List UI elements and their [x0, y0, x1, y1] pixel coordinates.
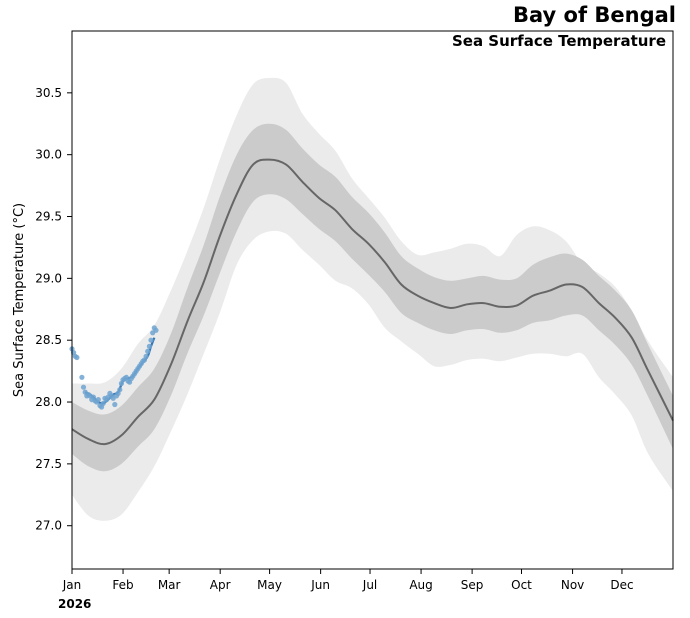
- observation-point: [117, 387, 123, 393]
- x-tick-label: Apr: [210, 578, 231, 592]
- observation-point: [80, 384, 87, 390]
- x-tick-label: Feb: [112, 578, 133, 592]
- inner-percentile-band: [72, 123, 673, 472]
- x-tick-label: Dec: [610, 578, 633, 592]
- y-tick-label: 29.5: [35, 210, 62, 224]
- y-tick-label: 29.0: [35, 271, 62, 285]
- observation-point: [143, 353, 149, 359]
- observation-point: [153, 327, 159, 333]
- x-tick-label: May: [257, 578, 282, 592]
- observation-point: [112, 401, 118, 408]
- observation-point: [148, 337, 154, 343]
- plot-frame: [71, 30, 674, 570]
- x-axis-year-label: 2026: [58, 597, 92, 611]
- observation-point: [145, 348, 151, 354]
- y-tick-label: 27.0: [35, 519, 62, 533]
- y-tick-label: 28.0: [35, 395, 62, 409]
- observation-points: [69, 325, 159, 410]
- outer-percentile-band: [72, 77, 673, 521]
- chart-title: Bay of Bengal: [512, 3, 676, 27]
- y-tick-label: 28.5: [35, 333, 62, 347]
- climatology-bands: [72, 77, 673, 521]
- y-tick-label: 30.5: [35, 86, 62, 100]
- x-tick-label: Oct: [511, 578, 532, 592]
- y-tick-label: 27.5: [35, 457, 62, 471]
- y-axis: 27.0 27.5 28.0 28.5 29.0 29.5 30.0 30.5: [35, 86, 72, 533]
- observation-point: [146, 343, 152, 349]
- x-tick-label: Nov: [561, 578, 584, 592]
- y-tick-label: 30.0: [35, 148, 62, 162]
- observation-point: [100, 400, 106, 406]
- chart-subtitle: Sea Surface Temperature: [451, 32, 666, 50]
- x-tick-label: Jun: [310, 578, 330, 592]
- observation-point: [74, 354, 80, 361]
- observation-point: [95, 397, 101, 403]
- observation-point: [79, 374, 85, 380]
- x-axis: Jan Feb Mar Apr May Jun Jul Aug Sep Oct Nov Dec: [62, 569, 634, 592]
- x-tick-label: Sep: [461, 578, 484, 592]
- x-tick-label: Jul: [362, 578, 377, 592]
- x-tick-label: Jan: [62, 578, 82, 592]
- climatology-mean-line: [71, 158, 674, 446]
- y-axis-label: Sea Surface Temperature (°C): [12, 203, 27, 397]
- x-tick-label: Mar: [158, 578, 181, 592]
- x-tick-label: Aug: [409, 578, 432, 592]
